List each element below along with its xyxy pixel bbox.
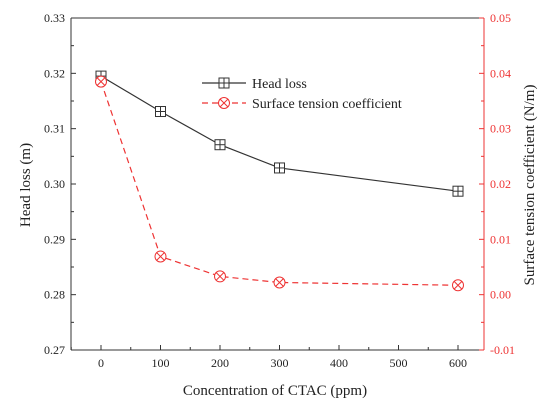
y-left-tick-label: 0.30 xyxy=(44,177,65,191)
surface-tension-point xyxy=(273,276,286,289)
y-left-tick-label: 0.29 xyxy=(44,232,65,246)
marker-d2 xyxy=(275,278,284,287)
legend-label-2: Surface tension coefficient xyxy=(252,97,402,112)
head-loss-point xyxy=(214,139,226,151)
legend: Head loss Surface tension coefficient xyxy=(202,77,402,112)
marker-d2 xyxy=(96,77,106,86)
series-line-2 xyxy=(100,81,459,286)
marker-d2 xyxy=(215,272,225,281)
x-axis-title: Concentration of CTAC (ppm) xyxy=(183,383,367,399)
y-right-tick-label: 0.02 xyxy=(490,177,511,191)
y-right-tick-label: 0.01 xyxy=(490,232,511,246)
y-right-tick-label: 0.00 xyxy=(490,288,511,302)
legend-marker-surface-tension xyxy=(218,97,230,109)
y-right-tick-label: 0.04 xyxy=(490,66,511,80)
head-loss-point xyxy=(274,162,285,174)
x-tick-label: 100 xyxy=(152,356,170,370)
surface-tension-point xyxy=(95,75,107,88)
marker-d2 xyxy=(219,98,229,108)
x-tick-label: 400 xyxy=(330,356,348,370)
y-right-tick-label: -0.01 xyxy=(490,343,515,357)
series-line-1 xyxy=(100,75,459,192)
surface-tension-point xyxy=(154,250,167,263)
y-axis-left: 0.27 0.28 0.29 0.30 0.31 0.32 0.33 xyxy=(44,11,76,357)
y-left-tick-label: 0.33 xyxy=(44,11,65,25)
marker-d2 xyxy=(156,252,165,261)
x-tick-label: 300 xyxy=(271,356,289,370)
y-left-tick-label: 0.28 xyxy=(44,288,65,302)
x-tick-label: 0 xyxy=(98,356,104,370)
plot-frame xyxy=(70,17,485,351)
x-tick-label: 600 xyxy=(449,356,467,370)
y-axis-right-title: Surface tension coefficient (N/m) xyxy=(522,85,538,286)
y-left-tick-label: 0.32 xyxy=(44,66,65,80)
y-right-tick-label: 0.05 xyxy=(490,11,511,25)
legend-marker-head-loss xyxy=(218,77,230,89)
head-loss-point xyxy=(155,106,166,118)
x-tick-label: 200 xyxy=(211,356,229,370)
surface-tension-point xyxy=(452,279,464,292)
x-tick-label: 500 xyxy=(390,356,408,370)
x-axis: 0 100 200 300 400 500 600 xyxy=(70,345,467,370)
y-left-tick-label: 0.27 xyxy=(44,343,65,357)
legend-label-1: Head loss xyxy=(252,77,307,92)
head-loss-point xyxy=(452,185,464,197)
y-axis-right: -0.01 0.00 0.01 0.02 0.03 0.04 0.05 xyxy=(479,11,515,357)
y-left-tick-label: 0.31 xyxy=(44,122,65,136)
marker-d2 xyxy=(453,281,463,290)
surface-tension-point xyxy=(214,270,226,283)
series-layer xyxy=(95,70,464,292)
y-right-tick-label: 0.03 xyxy=(490,122,511,136)
y-axis-left-title: Head loss (m) xyxy=(18,143,34,227)
